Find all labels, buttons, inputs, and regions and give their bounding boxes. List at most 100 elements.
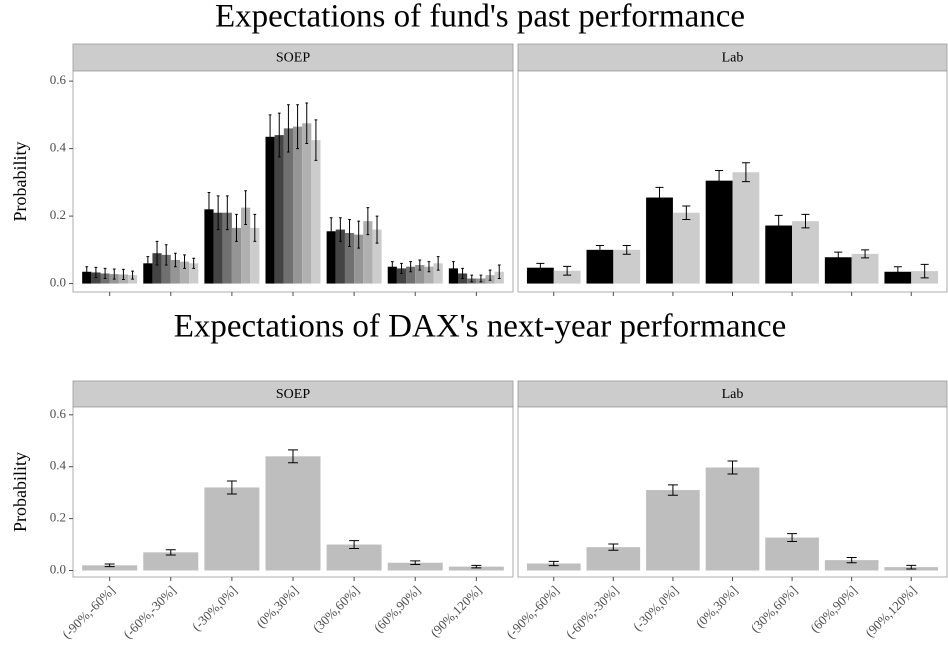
error-bar <box>207 191 211 227</box>
x-tick-label: (90%,120%] <box>862 583 919 640</box>
error-bar <box>192 257 196 269</box>
bar <box>91 272 101 284</box>
error-bar <box>608 543 619 551</box>
bar <box>204 487 260 571</box>
error-bar <box>348 218 351 247</box>
bar <box>241 207 251 284</box>
bar <box>344 232 355 284</box>
error-bar <box>131 270 134 280</box>
error-bar <box>479 274 483 283</box>
bar <box>250 227 260 284</box>
bar <box>179 261 190 284</box>
x-tick-label: (0%,30%] <box>253 583 301 631</box>
panel-label: SOEP <box>276 51 310 66</box>
x-tick-label: (90%,120%] <box>427 583 484 640</box>
error-bar <box>146 256 150 271</box>
bar <box>406 266 416 284</box>
error-bar <box>216 195 220 231</box>
bar <box>311 140 321 284</box>
error-bar <box>497 264 501 280</box>
error-bar <box>288 449 298 464</box>
bar <box>424 266 434 284</box>
bar <box>613 249 641 284</box>
bar <box>646 197 673 284</box>
chart-title: Expectations of DAX's next-year performa… <box>174 309 787 345</box>
x-tick-label: (-60%,-30%] <box>563 583 622 642</box>
panel-label: Lab <box>722 387 744 402</box>
y-tick-label: 0.4 <box>50 140 67 155</box>
error-bar <box>846 557 857 564</box>
bar <box>705 180 733 284</box>
bar <box>204 209 214 284</box>
error-bar <box>390 261 394 273</box>
error-bar <box>682 205 691 220</box>
error-bar <box>409 261 413 273</box>
bar <box>326 231 336 284</box>
x-tick-label: (60%,90%] <box>371 583 424 636</box>
error-bar <box>536 262 545 273</box>
error-bar <box>85 266 89 278</box>
bar <box>335 229 345 284</box>
error-bar <box>112 268 116 280</box>
error-bar <box>774 214 783 237</box>
strip <box>72 380 514 408</box>
error-bar <box>655 186 664 209</box>
error-bar <box>400 262 403 274</box>
bar <box>586 249 614 284</box>
error-bar <box>471 564 482 569</box>
error-bar <box>183 254 186 269</box>
x-tick-label: (-90%,-60%] <box>59 583 118 642</box>
bar <box>672 212 700 284</box>
bar <box>189 263 199 284</box>
error-bar <box>920 263 929 279</box>
chart-title: Expectations of fund's past performance <box>215 0 745 35</box>
bar <box>283 128 293 284</box>
bar <box>222 212 232 284</box>
error-bar <box>893 266 902 278</box>
error-bar <box>253 213 257 242</box>
bar <box>824 560 879 571</box>
bar <box>526 267 554 284</box>
error-bar <box>548 560 559 567</box>
error-bar <box>268 114 272 160</box>
bar <box>170 259 180 284</box>
error-bar <box>563 265 572 276</box>
error-bar <box>338 217 342 242</box>
bar <box>646 490 700 571</box>
bar <box>265 456 321 571</box>
strip <box>517 43 948 72</box>
error-bar <box>244 190 248 226</box>
bar <box>433 263 443 284</box>
bar <box>354 234 364 284</box>
error-bar <box>436 256 440 271</box>
error-bar <box>452 261 455 276</box>
error-bar <box>94 266 98 278</box>
error-bar <box>225 195 229 231</box>
bar <box>415 265 425 284</box>
error-bar <box>165 549 176 556</box>
error-bar <box>861 249 870 259</box>
error-bar <box>834 251 843 263</box>
bar <box>213 212 223 284</box>
y-tick-label: 0.6 <box>50 406 67 421</box>
bar <box>553 270 581 284</box>
error-bar <box>122 268 125 281</box>
error-bar <box>226 480 237 495</box>
error-bar <box>296 104 299 150</box>
error-bar <box>314 119 318 161</box>
error-bar <box>375 215 379 244</box>
bar <box>851 253 879 284</box>
error-bar <box>801 213 810 229</box>
error-bar <box>787 533 798 542</box>
bar <box>372 229 382 284</box>
error-bar <box>305 102 309 145</box>
panel-label: Lab <box>722 51 744 66</box>
y-axis-label: Probability <box>10 452 30 532</box>
error-bar <box>104 563 115 568</box>
y-tick-label: 0.4 <box>50 458 67 473</box>
bar <box>448 566 504 571</box>
error-bar <box>622 244 631 255</box>
bar <box>143 263 153 284</box>
error-bar <box>906 564 917 570</box>
bar <box>448 268 458 284</box>
